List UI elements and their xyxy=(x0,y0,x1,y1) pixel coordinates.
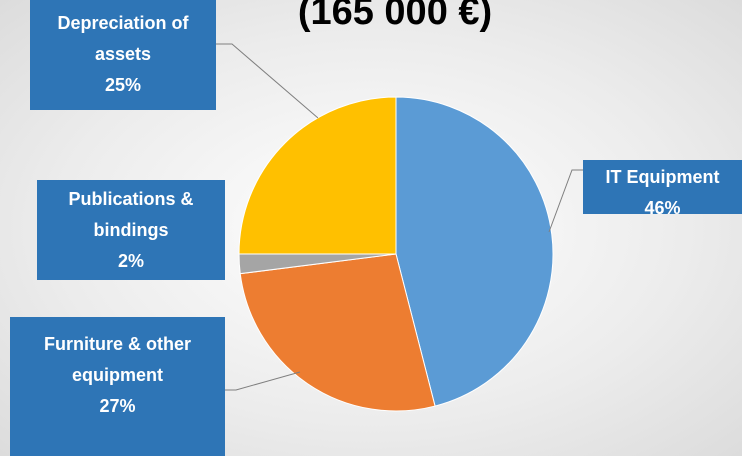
chart-title: (165 000 €) xyxy=(298,0,492,33)
leader-line xyxy=(548,169,583,233)
label-value: 25% xyxy=(104,75,142,95)
data-label: Depreciation of assets 25% xyxy=(30,0,216,110)
label-name: Furniture & other equipment xyxy=(44,334,191,385)
label-name: IT Equipment xyxy=(605,167,720,187)
pie-slice xyxy=(239,253,436,412)
data-label: Publications & bindings 2% xyxy=(37,180,225,280)
label-value: 2% xyxy=(117,251,144,271)
data-label: Furniture & other equipment 27% xyxy=(10,317,225,456)
leader-line xyxy=(216,43,319,119)
label-name: Depreciation of assets xyxy=(57,13,189,64)
pie-slice xyxy=(395,96,554,407)
pie-slice xyxy=(238,96,397,255)
label-name: Publications & bindings xyxy=(68,189,194,240)
data-label: IT Equipment 46% xyxy=(583,160,742,218)
label-value: 46% xyxy=(644,198,681,218)
label-value: 27% xyxy=(99,396,136,416)
leader-line xyxy=(225,371,301,391)
slices xyxy=(238,96,554,412)
